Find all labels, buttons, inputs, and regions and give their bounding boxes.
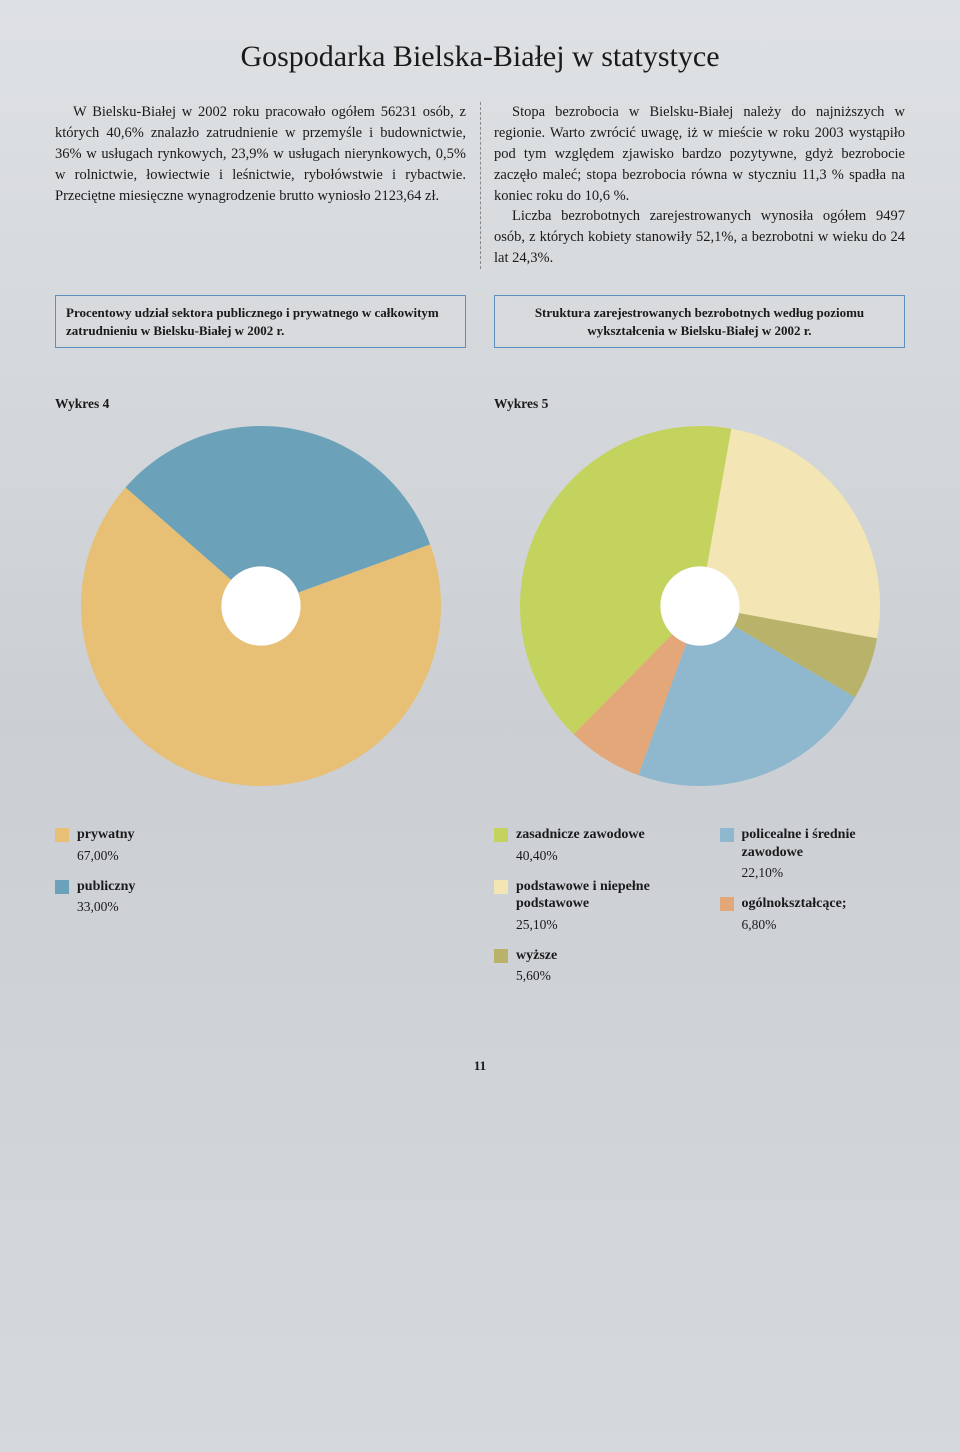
chart5-donut-wrap xyxy=(494,426,905,786)
text-col-right: Stopa bezrobocia w Bielsku-Białej należy… xyxy=(494,102,905,269)
legend-value: 25,10% xyxy=(516,917,680,933)
legend-value: 5,60% xyxy=(516,968,680,984)
body-text-right-p2: Liczba bezrobotnych zarejestrowanych wyn… xyxy=(494,206,905,269)
page-container: Gospodarka Bielska-Białej w statystyce W… xyxy=(0,0,960,1452)
legend-column: policealne i średnie zawodowe 22,10% ogóln… xyxy=(720,826,906,998)
chart5-donut xyxy=(520,426,880,786)
chart5-label: Wykres 5 xyxy=(494,396,905,412)
legend-column: zasadnicze zawodowe 40,40% podstawowe i ni… xyxy=(494,826,680,998)
caption-col-left: Procentowy udział sektora publicznego i … xyxy=(55,295,466,370)
legend-label: podstawowe i niepełne podstawowe xyxy=(516,878,680,913)
text-col-left: W Bielsku-Białej w 2002 roku pracowało o… xyxy=(55,102,466,269)
chart4-column: Wykres 4 prywatny 67,00% publiczny 33,00% xyxy=(55,396,466,998)
chart4-label: Wykres 4 xyxy=(55,396,466,412)
body-paragraph-right: Stopa bezrobocia w Bielsku-Białej należy… xyxy=(494,102,905,269)
page-number: 11 xyxy=(55,1058,905,1074)
legend-item: wyższe 5,60% xyxy=(494,947,680,985)
legend-swatch xyxy=(720,897,734,911)
legend-value: 67,00% xyxy=(77,848,466,864)
legend-value: 22,10% xyxy=(742,865,906,881)
legend-swatch xyxy=(55,828,69,842)
legend-label: prywatny xyxy=(77,826,135,844)
caption-col-right: Struktura zarejestrowanych bezrobotnych … xyxy=(494,295,905,370)
legend-swatch xyxy=(494,949,508,963)
legend-label: policealne i średnie zawodowe xyxy=(742,826,906,861)
chart4-caption-box: Procentowy udział sektora publicznego i … xyxy=(55,295,466,348)
legend-swatch xyxy=(720,828,734,842)
chart4-legend: prywatny 67,00% publiczny 33,00% xyxy=(55,826,466,929)
text-columns: W Bielsku-Białej w 2002 roku pracowało o… xyxy=(55,102,905,269)
legend-label: wyższe xyxy=(516,947,557,965)
legend-item: ogólnokształcące; 6,80% xyxy=(720,895,906,933)
column-divider xyxy=(480,102,481,269)
legend-item: zasadnicze zawodowe 40,40% xyxy=(494,826,680,864)
caption-row: Procentowy udział sektora publicznego i … xyxy=(55,295,905,370)
charts-row: Wykres 4 prywatny 67,00% publiczny 33,00% W… xyxy=(55,396,905,998)
legend-value: 33,00% xyxy=(77,899,466,915)
chart5-legend: zasadnicze zawodowe 40,40% podstawowe i ni… xyxy=(494,826,905,998)
legend-item: policealne i średnie zawodowe 22,10% xyxy=(720,826,906,881)
chart4-donut xyxy=(81,426,441,786)
chart4-donut-wrap xyxy=(55,426,466,786)
body-text-left-p1: W Bielsku-Białej w 2002 roku pracowało o… xyxy=(55,102,466,206)
legend-swatch xyxy=(494,880,508,894)
legend-value: 40,40% xyxy=(516,848,680,864)
legend-item: publiczny 33,00% xyxy=(55,878,466,916)
body-paragraph-left: W Bielsku-Białej w 2002 roku pracowało o… xyxy=(55,102,466,206)
legend-label: publiczny xyxy=(77,878,135,896)
body-text-right-p1: Stopa bezrobocia w Bielsku-Białej należy… xyxy=(494,102,905,206)
legend-swatch xyxy=(494,828,508,842)
legend-column: prywatny 67,00% publiczny 33,00% xyxy=(55,826,466,929)
legend-swatch xyxy=(55,880,69,894)
legend-item: podstawowe i niepełne podstawowe 25,10% xyxy=(494,878,680,933)
legend-label: zasadnicze zawodowe xyxy=(516,826,645,844)
legend-item: prywatny 67,00% xyxy=(55,826,466,864)
legend-value: 6,80% xyxy=(742,917,906,933)
chart5-column: Wykres 5 zasadnicze zawodowe 40,40% podsta… xyxy=(494,396,905,998)
donut-hole xyxy=(221,566,300,645)
legend-label: ogólnokształcące; xyxy=(742,895,847,913)
donut-hole xyxy=(660,566,739,645)
chart5-caption-box: Struktura zarejestrowanych bezrobotnych … xyxy=(494,295,905,348)
page-title: Gospodarka Bielska-Białej w statystyce xyxy=(55,40,905,74)
